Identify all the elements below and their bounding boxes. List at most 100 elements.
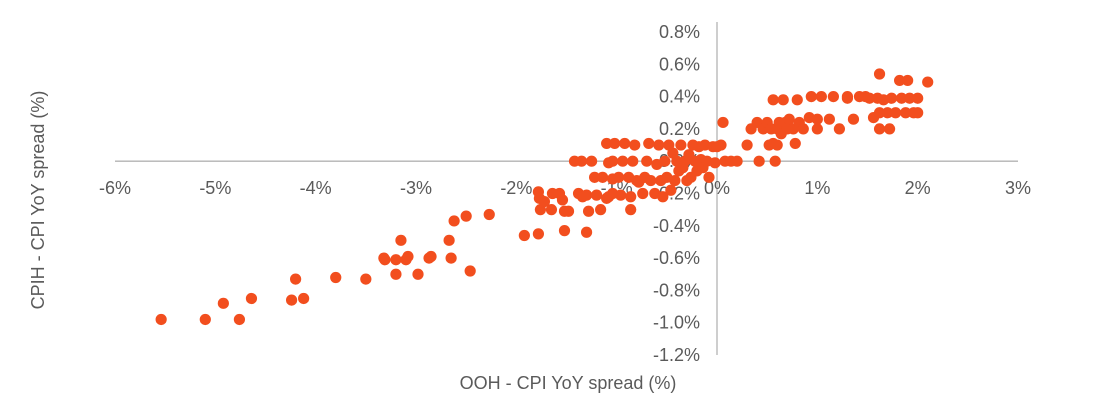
data-point [597, 171, 609, 183]
data-point [797, 123, 809, 135]
data-point [811, 123, 823, 135]
x-tick-label: -5% [199, 178, 231, 198]
data-point [811, 113, 823, 125]
data-point [885, 92, 898, 104]
data-point [443, 234, 455, 246]
data-point [789, 137, 801, 150]
y-tick-label: -1.0% [653, 313, 700, 333]
data-point [841, 92, 854, 104]
data-point [863, 92, 876, 104]
data-point [290, 273, 302, 285]
data-point [595, 204, 607, 216]
data-point [769, 155, 781, 167]
data-point [360, 273, 372, 285]
data-point [653, 139, 665, 151]
data-point [591, 189, 603, 201]
data-point [199, 313, 211, 326]
data-point [585, 155, 598, 167]
data-point [665, 184, 677, 196]
x-axis-title: OOH - CPI YoY spread (%) [460, 373, 677, 393]
data-point [390, 268, 402, 280]
data-point [580, 189, 593, 201]
x-tick-label: 0% [704, 178, 730, 198]
data-point [330, 271, 342, 284]
data-point [783, 113, 795, 125]
data-point [617, 155, 629, 167]
data-point [538, 195, 551, 208]
data-point [588, 171, 601, 183]
data-point [637, 187, 649, 200]
y-tick-label: 0.2% [659, 119, 700, 139]
data-point [823, 113, 835, 125]
data-point [460, 210, 472, 222]
x-tick-label: -4% [300, 178, 332, 198]
data-point [285, 294, 298, 306]
x-tick-label: -2% [500, 178, 532, 198]
data-point [791, 94, 803, 106]
data-point [669, 174, 681, 187]
data-point [741, 139, 753, 151]
data-point [753, 155, 765, 167]
data-point [155, 313, 167, 326]
data-point [881, 107, 894, 119]
data-point [625, 204, 637, 216]
data-point [827, 91, 839, 103]
data-point [483, 208, 495, 221]
y-tick-label: -0.6% [653, 248, 700, 268]
x-tick-label: 1% [804, 178, 830, 198]
data-point [657, 191, 669, 203]
data-point [580, 226, 593, 238]
data-point [518, 229, 530, 242]
data-point [889, 107, 902, 119]
data-point [615, 189, 627, 201]
data-point [900, 107, 912, 119]
data-point [675, 139, 687, 151]
data-point [922, 76, 934, 88]
data-point [715, 139, 727, 151]
data-point [771, 139, 783, 151]
data-point [883, 123, 896, 135]
data-point [395, 234, 407, 246]
data-point [625, 191, 637, 203]
y-tick-label: 0.4% [659, 87, 700, 107]
data-point [629, 139, 641, 151]
data-point [601, 137, 613, 150]
y-axis-title: CPIH - CPI YoY spread (%) [28, 91, 48, 310]
data-point [562, 205, 575, 217]
data-point [558, 225, 571, 237]
x-tick-label: 2% [905, 178, 931, 198]
data-point [873, 123, 886, 135]
data-point [464, 265, 476, 277]
data-point [873, 107, 886, 119]
data-point [298, 292, 310, 305]
data-point [613, 171, 625, 183]
data-point [703, 171, 715, 183]
data-point [425, 250, 437, 263]
data-point [532, 228, 545, 240]
data-point [607, 155, 619, 167]
x-tick-label: -6% [99, 178, 131, 198]
y-tick-label: 0.8% [659, 22, 700, 42]
data-point [627, 155, 639, 167]
data-point [904, 92, 916, 104]
data-point [902, 74, 914, 87]
data-point [233, 313, 246, 326]
y-tick-label: -1.2% [653, 345, 700, 365]
y-tick-label: -0.4% [653, 216, 700, 236]
data-point [912, 107, 924, 119]
data-point [379, 254, 391, 266]
data-point [833, 123, 846, 135]
data-point [896, 92, 908, 104]
data-point [575, 155, 588, 167]
data-point [767, 94, 779, 106]
data-point [873, 68, 886, 80]
data-point [390, 254, 402, 266]
axes [115, 22, 1018, 355]
data-point [731, 155, 743, 167]
x-tick-label: -3% [400, 178, 432, 198]
x-tick-label: 3% [1005, 178, 1031, 198]
data-point [641, 155, 653, 167]
data-point [894, 74, 906, 87]
data-point [445, 252, 457, 264]
